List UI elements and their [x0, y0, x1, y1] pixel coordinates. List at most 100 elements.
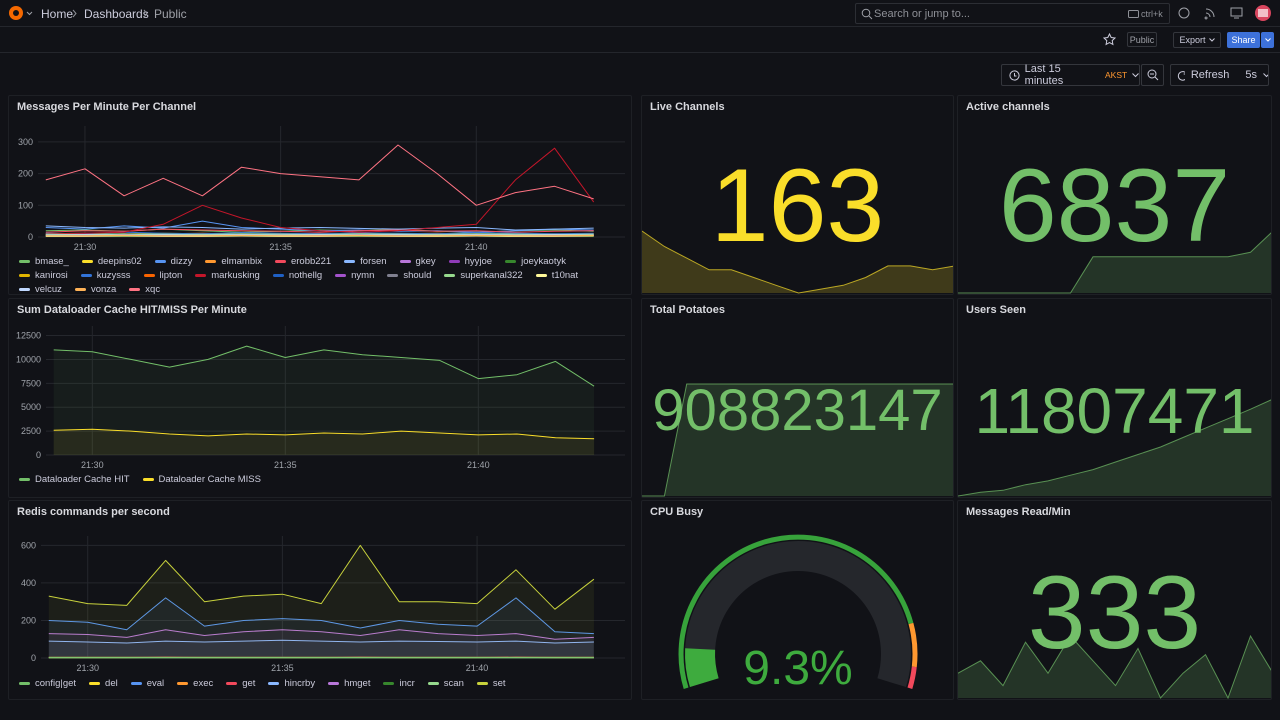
- legend-item: erobb221: [274, 256, 332, 267]
- timezone: AKST: [1105, 70, 1128, 80]
- legend-item: lipton: [143, 270, 183, 281]
- panel: Sum Dataloader Cache HIT/MISS Per Minute…: [8, 298, 632, 498]
- search-shortcut: ctrl+k: [1141, 9, 1163, 19]
- legend-label: dizzy: [170, 256, 193, 267]
- legend-label: elmambix: [221, 256, 262, 267]
- clock-icon: [1009, 69, 1020, 81]
- legend-item: bmase_: [19, 256, 69, 267]
- legend-swatch: [268, 682, 280, 685]
- search-box[interactable]: Search or jump to... ctrl+k: [855, 3, 1170, 24]
- legend-item: deepins02: [81, 256, 142, 267]
- panel-chart: [958, 232, 1271, 294]
- legend-swatch: [272, 274, 284, 277]
- legend-swatch: [143, 274, 155, 277]
- legend-swatch: [130, 682, 142, 685]
- legend-label: kanirosi: [35, 270, 68, 281]
- stat-value: 163: [710, 148, 885, 264]
- legend-label: nymn: [351, 270, 375, 281]
- legend-swatch: [535, 274, 547, 277]
- legend-swatch: [81, 260, 93, 263]
- series-area: [53, 429, 595, 455]
- legend-label: joeykaotyk: [521, 256, 566, 267]
- legend-label: xqc: [145, 284, 161, 295]
- legend-item: joeykaotyk: [505, 256, 566, 267]
- legend: config|get del eval exec get hincrby hmget incr…: [19, 678, 621, 689]
- legend-swatch: [129, 288, 141, 291]
- legend-item: Dataloader Cache HIT: [19, 474, 130, 485]
- legend-label: vonza: [90, 284, 117, 295]
- share-menu[interactable]: [1261, 32, 1274, 48]
- legend-swatch: [205, 260, 217, 263]
- legend-swatch: [89, 682, 101, 685]
- share-button[interactable]: Share: [1227, 32, 1260, 48]
- gauge-label: 9.3%: [743, 642, 852, 695]
- legend-swatch: [19, 260, 30, 263]
- refresh-interval: 5s: [1245, 69, 1257, 81]
- panel-chart: [642, 383, 953, 497]
- chevron: [72, 9, 77, 18]
- series-area: [48, 597, 594, 658]
- legend-item: hyyjoe: [448, 256, 492, 267]
- threshold-band: [907, 666, 917, 689]
- legend-item: nymn: [335, 270, 374, 281]
- legend-label: markusking: [211, 270, 260, 281]
- sparkline: [958, 634, 1271, 699]
- sparkline: [642, 230, 953, 294]
- zoom-out-button[interactable]: [1141, 64, 1164, 86]
- export-button[interactable]: Export: [1173, 32, 1221, 48]
- legend-label: lipton: [159, 270, 183, 281]
- legend-item: kuzysss: [80, 270, 131, 281]
- panel: Redis commands per second 0 200 400 600 21:30…: [8, 500, 632, 700]
- sparkline-area: [958, 636, 1271, 698]
- time-range-picker[interactable]: Last 15 minutes AKST: [1001, 63, 1140, 87]
- legend-label: deepins02: [97, 256, 142, 267]
- breadcrumb: Public: [154, 7, 187, 21]
- x-tick-label: 21:35: [274, 460, 297, 470]
- header-icons[interactable]: [1176, 5, 1276, 22]
- panel: Active channels 6837: [957, 95, 1272, 295]
- panel: Live Channels 163: [641, 95, 954, 295]
- y-tick-label: 12500: [16, 331, 41, 341]
- panel-chart: [958, 399, 1271, 497]
- search-placeholder: Search or jump to...: [874, 8, 970, 20]
- legend-item: exec: [177, 678, 213, 689]
- star-button[interactable]: [1103, 33, 1116, 46]
- gauge-track: [685, 541, 911, 688]
- legend-item: get: [226, 678, 255, 689]
- y-tick-label: 0: [36, 450, 41, 460]
- legend-label: erobb221: [290, 256, 332, 267]
- legend-swatch: [154, 260, 166, 263]
- legend-swatch: [177, 682, 189, 685]
- legend-swatch: [274, 260, 286, 263]
- refresh-picker[interactable]: Refresh 5s: [1170, 64, 1269, 86]
- legend-swatch: [476, 682, 488, 685]
- series-area: [48, 629, 594, 658]
- breadcrumb[interactable]: Dashboards: [84, 7, 149, 21]
- threshold-band: [908, 622, 918, 668]
- legend-swatch: [19, 478, 30, 481]
- top-bar: Home Dashboards Public Search or jump to…: [0, 0, 1280, 27]
- panel-title: Users Seen: [966, 304, 1026, 316]
- legend-item: t10nat: [535, 270, 578, 281]
- legend: Dataloader Cache HIT Dataloader Cache MIS…: [19, 474, 621, 485]
- gauge-value: [685, 648, 719, 688]
- legend-item: eval: [130, 678, 164, 689]
- x-tick-label: 21:40: [467, 460, 490, 470]
- legend-swatch: [80, 274, 92, 277]
- y-tick-label: 0: [28, 232, 33, 242]
- panel-chart: [958, 634, 1271, 699]
- legend-label: nothellg: [288, 270, 323, 281]
- legend-label: scan: [443, 678, 464, 689]
- legend-label: gkey: [415, 256, 436, 267]
- logo[interactable]: [7, 4, 33, 22]
- legend-swatch: [142, 478, 154, 481]
- series-area: [48, 640, 594, 658]
- breadcrumb[interactable]: Home: [41, 7, 74, 21]
- keyboard-icon: [1128, 10, 1139, 18]
- legend-item: xqc: [129, 284, 161, 295]
- y-tick-label: 7500: [21, 378, 41, 388]
- legend-item: hmget: [328, 678, 370, 689]
- series-line: [48, 597, 594, 635]
- legend-swatch: [427, 682, 439, 685]
- legend-label: should: [403, 270, 432, 281]
